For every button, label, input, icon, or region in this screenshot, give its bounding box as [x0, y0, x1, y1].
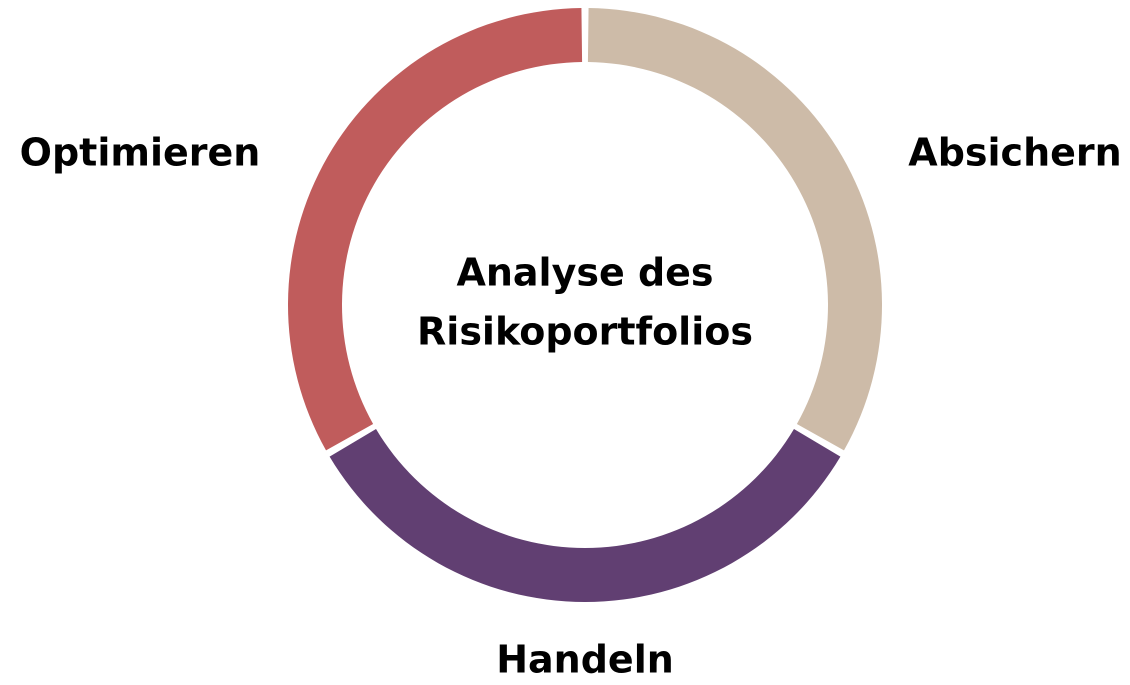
center-text: Analyse des: [456, 251, 713, 295]
ring: [288, 8, 882, 602]
segment-label: Optimieren: [20, 131, 261, 175]
ring-segment: [288, 8, 583, 451]
segment-label: Handeln: [496, 638, 674, 682]
segment-label: Absichern: [908, 131, 1121, 175]
ring-segment: [587, 8, 882, 451]
ring-segment: [329, 429, 841, 602]
center-text: Risikoportfolios: [417, 310, 753, 354]
